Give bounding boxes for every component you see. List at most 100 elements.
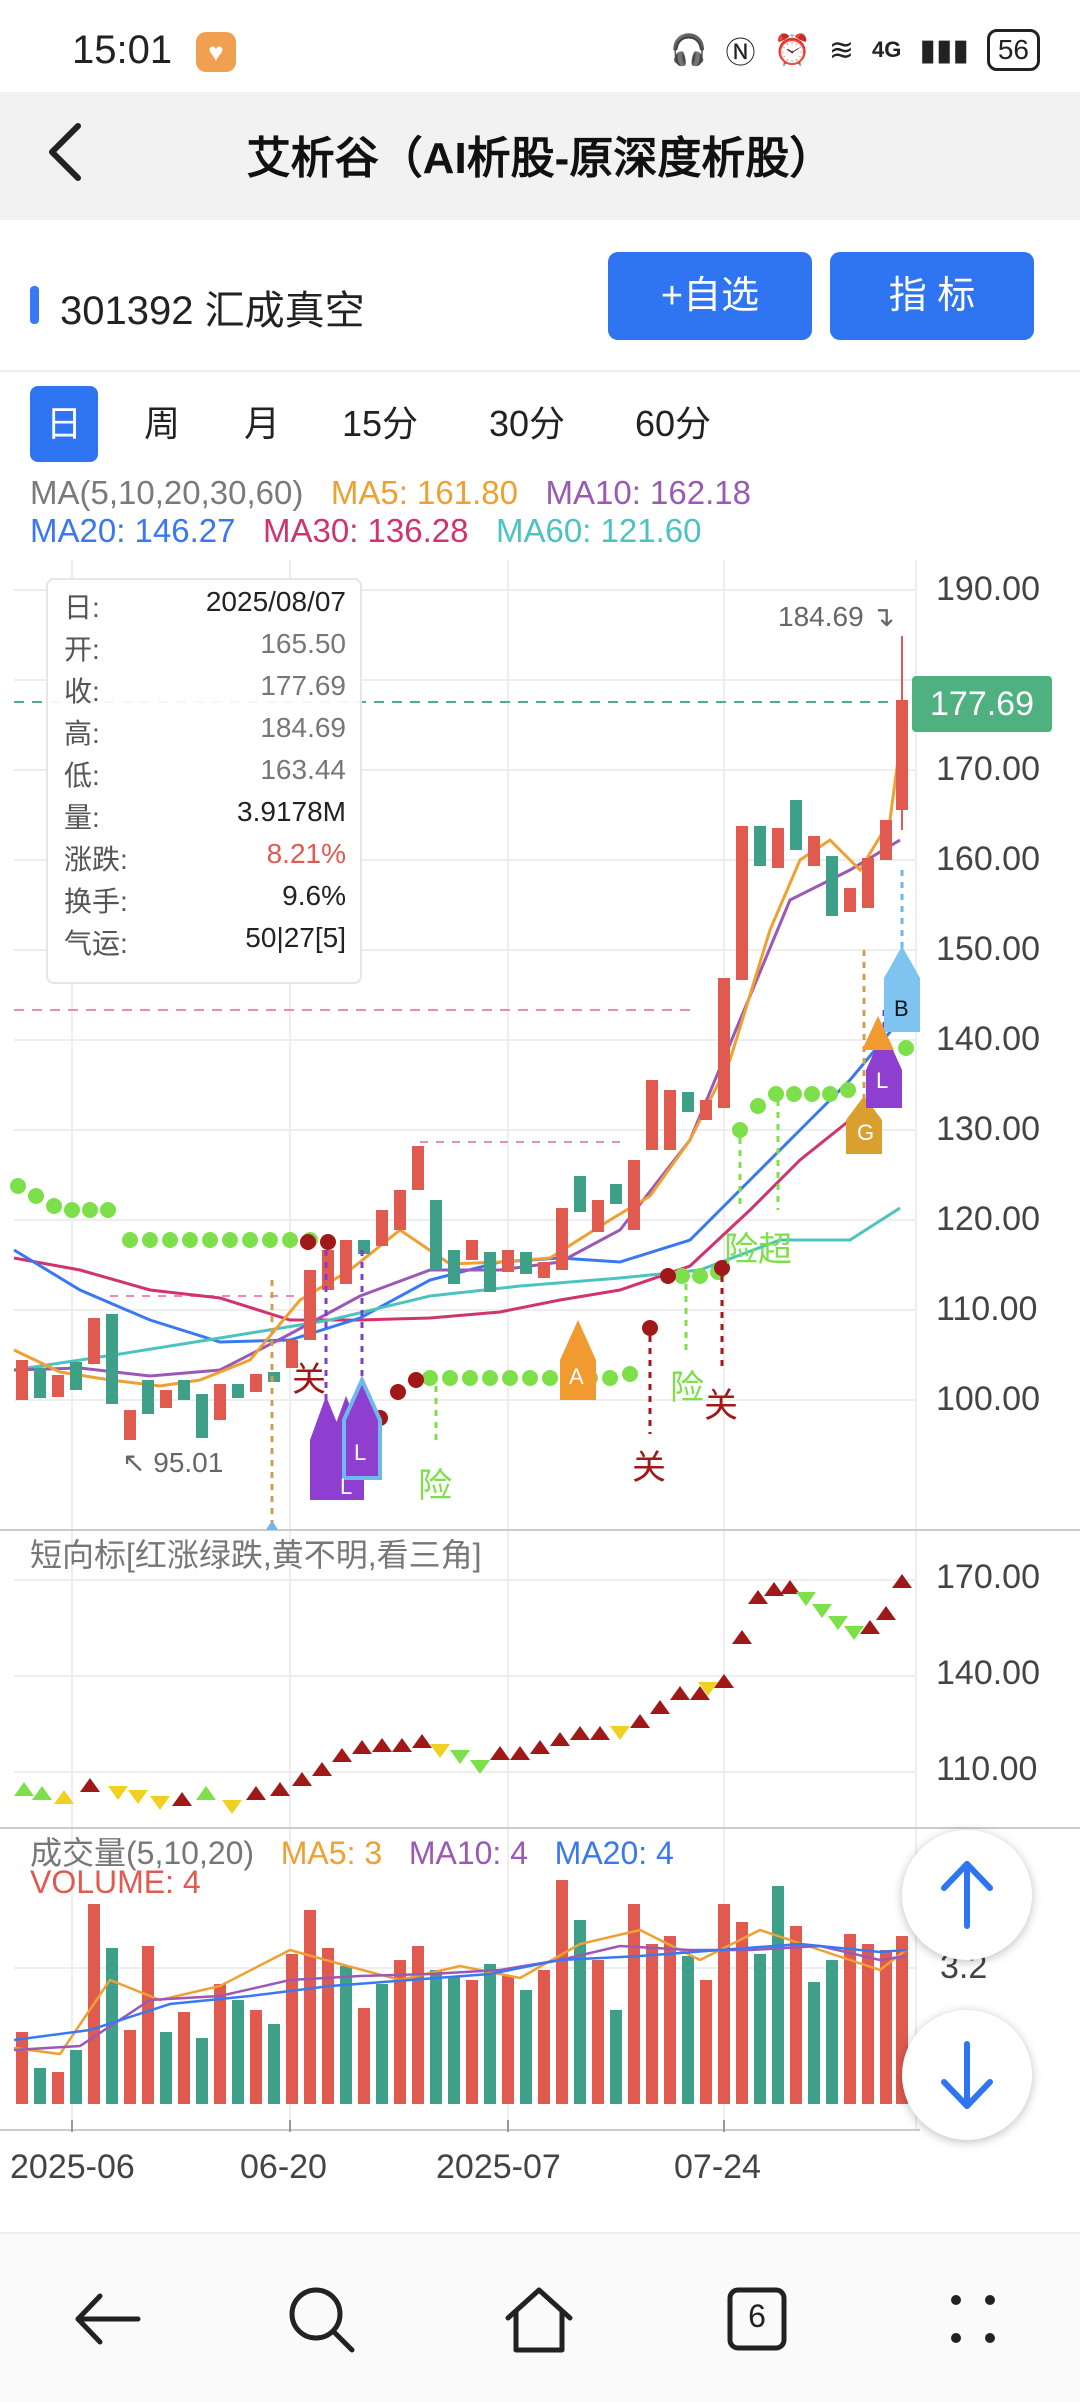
- bottom-nav: 6: [0, 2232, 1080, 2402]
- page-title: 艾析谷（AI析股-原深度析股）: [246, 134, 834, 183]
- ma10-value: MA10: 162.18: [545, 474, 751, 511]
- app-notification-icon: ♥: [196, 32, 236, 72]
- info-value: 165.50: [260, 628, 346, 659]
- ma20-value: MA20: 146.27: [30, 512, 236, 549]
- scroll-down-button[interactable]: [902, 2010, 1032, 2140]
- title-bar: 艾析谷（AI析股-原深度析股）: [0, 92, 1080, 220]
- info-value: 3.9178M: [237, 796, 346, 827]
- battery-icon: 56: [986, 29, 1040, 71]
- volume-value: VOLUME: 4: [30, 1864, 201, 1900]
- axis-tick: 170.00: [936, 750, 1040, 788]
- tabs-count: 6: [748, 2298, 766, 2334]
- signal-icon: ▮▮▮: [919, 33, 969, 67]
- axis-tick: 110.00: [936, 1290, 1038, 1328]
- x-tick: 2025-07: [436, 2148, 561, 2186]
- info-label: 涨跌:: [64, 844, 128, 875]
- axis-tick: 160.00: [936, 840, 1040, 878]
- tab-15min[interactable]: 15分: [341, 403, 419, 444]
- current-price-tag: 177.69: [912, 676, 1052, 732]
- axis-tick: 140.00: [936, 1020, 1040, 1058]
- axis-tick: 150.00: [936, 930, 1040, 968]
- scroll-up-button[interactable]: [902, 1830, 1032, 1960]
- marker-A-label: A: [569, 1364, 584, 1389]
- x-tick: 06-20: [240, 2148, 327, 2186]
- info-label: 开:: [64, 634, 100, 665]
- volume-legend: 成交量(5,10,20) MA5: 3 MA10: 4 MA20: 4: [30, 1828, 674, 1874]
- signal-label-xian: 险: [418, 1467, 452, 1505]
- signal-label-guan: 关: [632, 1449, 666, 1487]
- marker-L-label: L: [354, 1440, 367, 1465]
- info-label: 低:: [64, 760, 100, 791]
- tabs-icon: [727, 2287, 787, 2351]
- wifi-icon: ≋: [828, 33, 854, 67]
- indicator-button[interactable]: 指 标: [830, 252, 1034, 340]
- axis-tick: 190.00: [936, 570, 1040, 608]
- x-tick: 07-24: [674, 2148, 761, 2186]
- tab-60min[interactable]: 60分: [634, 403, 712, 444]
- chevron-left-icon: [49, 123, 81, 181]
- info-value: 184.69: [260, 712, 346, 743]
- x-tick: 2025-06: [10, 2148, 135, 2186]
- arrow-left-icon: [75, 2293, 141, 2345]
- tab-30min[interactable]: 30分: [488, 403, 566, 444]
- tab-month[interactable]: 月: [243, 403, 280, 444]
- info-label: 收:: [64, 676, 100, 707]
- low-marker-value: 95.01: [153, 1447, 224, 1478]
- info-value: 8.21%: [266, 838, 346, 869]
- info-value: 2025/08/07: [205, 586, 346, 617]
- marker-L-label: L: [340, 1474, 353, 1499]
- stock-code-name: 301392 汇成真空: [60, 289, 365, 333]
- axis-tick: 100.00: [936, 1380, 1040, 1418]
- nav-back-button[interactable]: [62, 2274, 152, 2364]
- marker-L-group: [310, 1375, 382, 1500]
- short-indicator-series: [14, 1574, 912, 1814]
- nav-search-button[interactable]: [276, 2274, 366, 2364]
- ma-legend-row-1: MA(5,10,20,30,60) MA5: 161.80 MA10: 162.…: [30, 474, 751, 512]
- status-time: 15:01: [72, 28, 173, 72]
- signal-label-guan: 关: [704, 1387, 738, 1425]
- info-value: 177.69: [260, 670, 346, 701]
- alarm-icon: ⏰: [773, 33, 811, 67]
- axis-tick: 170.00: [936, 1558, 1040, 1596]
- info-label: 高:: [64, 718, 100, 749]
- more-dots-icon: [951, 2295, 995, 2343]
- search-icon: [289, 2287, 355, 2353]
- candles: [16, 636, 908, 1440]
- high-marker-value: 184.69: [778, 601, 864, 632]
- ma-legend-row-2: MA20: 146.27 MA30: 136.28 MA60: 121.60: [30, 512, 701, 550]
- period-tabs: 日 周 月 15分 30分 60分: [0, 380, 1080, 468]
- info-label: 气运:: [64, 928, 128, 959]
- high-marker: 184.69 ↴: [778, 601, 895, 632]
- add-watchlist-button[interactable]: +自选: [608, 252, 812, 340]
- axis-tick: 120.00: [936, 1200, 1040, 1238]
- stock-accent-bar: [30, 286, 39, 324]
- back-button[interactable]: [28, 112, 108, 192]
- nav-tabs-button[interactable]: 6: [712, 2274, 802, 2364]
- nav-home-button[interactable]: [494, 2274, 584, 2364]
- marker-A: [560, 1320, 596, 1400]
- info-label: 量:: [64, 802, 100, 833]
- ma30-value: MA30: 136.28: [263, 512, 469, 549]
- info-label: 日:: [64, 592, 100, 623]
- info-label: 换手:: [64, 886, 128, 917]
- tab-week[interactable]: 周: [143, 403, 180, 444]
- ma-legend-title: MA(5,10,20,30,60): [30, 474, 304, 511]
- nav-menu-button[interactable]: [928, 2274, 1018, 2364]
- axis-tick: 130.00: [936, 1110, 1040, 1148]
- signal-label-guan: 关: [292, 1361, 326, 1399]
- arrow-down-icon: [941, 2041, 993, 2109]
- info-value: 9.6%: [282, 880, 346, 911]
- ma60-value: MA60: 121.60: [496, 512, 702, 549]
- marker-G-label: G: [857, 1120, 875, 1145]
- short-indicator-title: 短向标[红涨绿跌,黄不明,看三角]: [30, 1537, 482, 1573]
- ma5-value: MA5: 161.80: [330, 474, 518, 511]
- axis-tick: 110.00: [936, 1750, 1038, 1788]
- tab-day[interactable]: 日: [30, 386, 98, 462]
- signal-dots: [10, 1040, 914, 1386]
- vol-ma10: MA10: 4: [408, 1835, 528, 1871]
- signal-label-xian: 险: [670, 1369, 704, 1407]
- info-box: 日: 2025/08/07 开: 165.50 收: 177.69 高: 184.69 …: [46, 578, 362, 984]
- low-marker: ↖ 95.01: [122, 1447, 224, 1478]
- signal-label-xian-chao: 险超: [724, 1231, 792, 1269]
- kline-chart[interactable]: [0, 560, 1080, 2200]
